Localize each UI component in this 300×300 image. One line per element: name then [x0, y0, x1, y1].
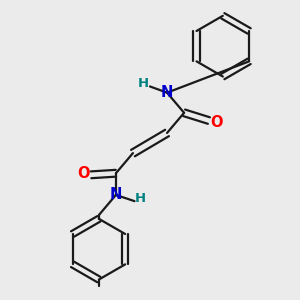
- Text: N: N: [161, 85, 173, 100]
- Text: O: O: [77, 166, 90, 181]
- Text: H: H: [135, 191, 146, 205]
- Text: N: N: [110, 188, 122, 202]
- Text: H: H: [138, 77, 149, 90]
- Text: O: O: [210, 115, 223, 130]
